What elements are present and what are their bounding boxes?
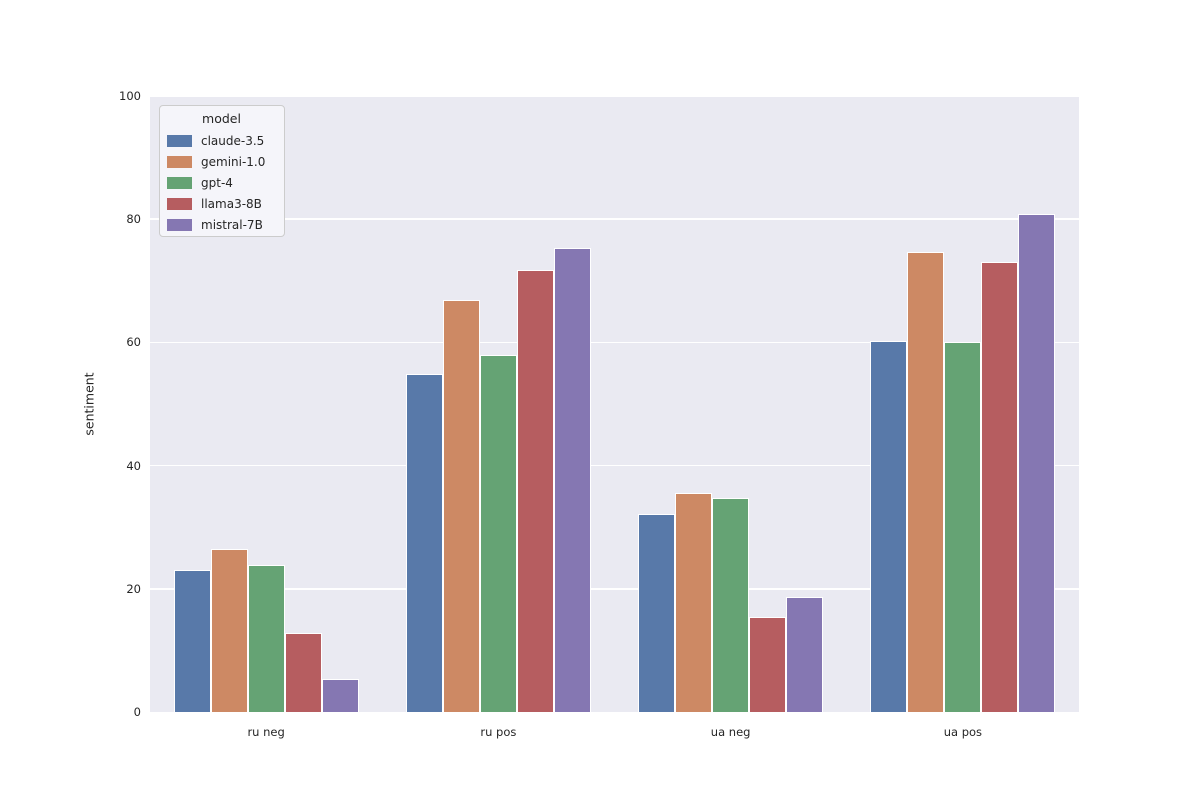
legend-swatch-icon	[167, 134, 192, 147]
gridline-y-60	[150, 341, 1079, 344]
gridline-y-20	[150, 588, 1079, 590]
y-tick-label: 20	[126, 581, 141, 596]
legend-item-label: gemini-1.0	[201, 154, 266, 169]
y-tick-label: 60	[126, 335, 141, 350]
x-tick-label: ua neg	[710, 725, 751, 739]
bar-mistral-7B-ua-pos	[1018, 214, 1056, 712]
legend-swatch-icon	[167, 155, 192, 168]
bar-mistral-7B-ru-neg	[321, 679, 359, 712]
bar-gemini-1.0-ru-neg	[210, 549, 248, 712]
bar-gemini-1.0-ru-pos	[442, 300, 480, 712]
legend-item-label: gpt-4	[201, 175, 233, 190]
bar-gpt-4-ru-pos	[479, 355, 517, 712]
legend-item-gemini-1.0: gemini-1.0	[167, 151, 276, 172]
gridline-y-80	[150, 218, 1079, 220]
legend-item-label: claude-3.5	[201, 133, 265, 148]
x-tick-label: ru neg	[247, 725, 285, 739]
legend-item-gpt-4: gpt-4	[167, 172, 276, 193]
legend-item-label: mistral-7B	[201, 217, 263, 232]
legend-item-claude-3.5: claude-3.5	[167, 130, 276, 151]
bar-claude-3.5-ua-neg	[638, 514, 676, 712]
bar-gpt-4-ru-neg	[247, 565, 285, 712]
bar-claude-3.5-ua-pos	[870, 341, 908, 712]
y-axis-title: sentiment	[81, 372, 97, 436]
bar-llama3-8B-ru-pos	[516, 270, 554, 712]
bar-gemini-1.0-ua-pos	[907, 252, 945, 712]
legend-swatch-icon	[167, 218, 192, 231]
legend-swatch-icon	[167, 197, 192, 210]
legend-items: claude-3.5 gemini-1.0 gpt-4 llama3-8B mistra…	[167, 130, 276, 235]
y-tick-label: 80	[126, 212, 141, 227]
legend-item-label: llama3-8B	[201, 196, 262, 211]
bar-gpt-4-ua-pos	[944, 342, 982, 712]
y-tick-label: 100	[119, 89, 141, 103]
legend-item-mistral-7B: mistral-7B	[167, 214, 276, 235]
bar-mistral-7B-ru-pos	[553, 248, 591, 712]
legend-box: model claude-3.5 gemini-1.0 gpt-4 llama3-8B…	[159, 105, 285, 237]
legend-title: model	[202, 111, 241, 126]
bar-llama3-8B-ru-neg	[284, 633, 322, 712]
gridline-y-100	[150, 95, 1079, 97]
bar-gemini-1.0-ua-neg	[675, 493, 713, 712]
x-tick-label: ua pos	[943, 725, 983, 739]
y-tick-label: 40	[126, 458, 141, 473]
bar-llama3-8B-ua-pos	[981, 262, 1019, 712]
gridline-y-40	[150, 464, 1079, 467]
plot-area	[150, 95, 1079, 712]
bar-claude-3.5-ru-pos	[405, 374, 443, 712]
legend-item-llama3-8B: llama3-8B	[167, 193, 276, 214]
bar-claude-3.5-ru-neg	[173, 570, 211, 712]
y-tick-label: 0	[133, 705, 141, 719]
bar-mistral-7B-ua-neg	[786, 597, 824, 712]
x-tick-label: ru pos	[480, 725, 517, 739]
bar-llama3-8B-ua-neg	[749, 617, 787, 712]
bar-gpt-4-ua-neg	[712, 498, 750, 712]
legend-swatch-icon	[167, 176, 192, 189]
